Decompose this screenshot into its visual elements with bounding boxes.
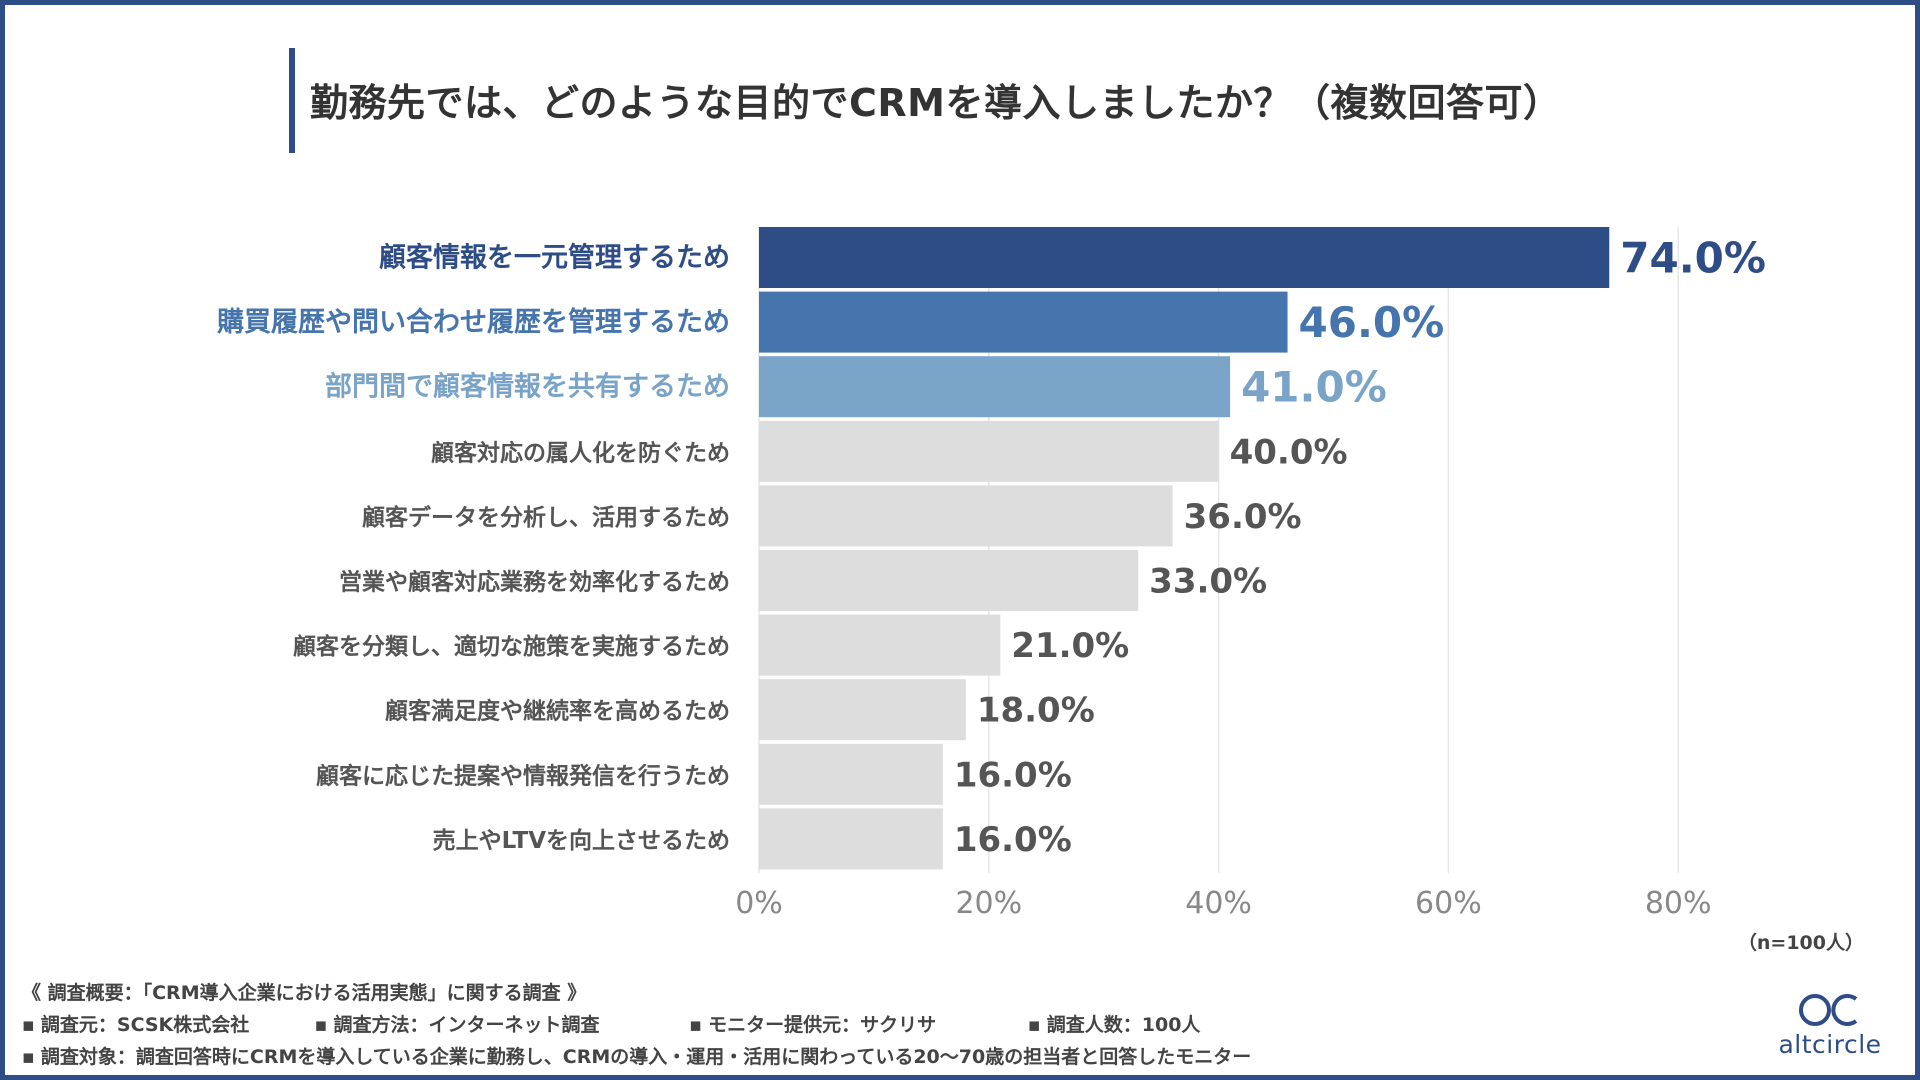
survey-target-line: 調査対象：調査回答時にCRMを導入している企業に勤務し、CRMの導入・運用・活用… xyxy=(22,1042,1251,1074)
data-label: 41.0% xyxy=(1241,363,1387,412)
category-label: 顧客情報を一元管理するため xyxy=(379,242,730,274)
survey-overview: 《 調査概要：「CRM導入企業における活用実態」に関する調査 》 xyxy=(22,982,587,1004)
data-label: 74.0% xyxy=(1620,234,1766,283)
bar xyxy=(759,227,1610,288)
data-label: 40.0% xyxy=(1230,432,1348,472)
data-label: 16.0% xyxy=(954,755,1072,795)
logo-text: altcircle xyxy=(1778,1030,1882,1059)
data-label: 18.0% xyxy=(977,691,1095,731)
survey-source: 調査元：SCSK株式会社 xyxy=(22,1010,308,1037)
data-label: 36.0% xyxy=(1184,497,1302,537)
bar xyxy=(759,356,1231,418)
survey-details: 調査元：SCSK株式会社 調査方法：インターネット調査 モニター提供元：サクリサ… xyxy=(22,1010,1251,1042)
survey-target: 調査対象：調査回答時にCRMを導入している企業に勤務し、CRMの導入・運用・活用… xyxy=(22,1042,1251,1069)
survey-footer: 《 調査概要：「CRM導入企業における活用実態」に関する調査 》 調査元：SCS… xyxy=(22,978,1251,1074)
bar xyxy=(759,614,1001,676)
bar xyxy=(759,808,943,870)
category-label: 顧客を分類し、適切な施策を実施するため xyxy=(293,633,730,660)
sample-size-note: （n=100人） xyxy=(1737,932,1864,954)
bar xyxy=(759,420,1219,482)
x-tick-label: 40% xyxy=(1185,886,1252,921)
x-tick-label: 80% xyxy=(1645,886,1712,921)
category-label: 部門間で顧客情報を共有するため xyxy=(325,371,730,403)
x-tick-label: 0% xyxy=(735,886,783,921)
altcircle-logo-icon xyxy=(1799,994,1858,1026)
title-accent-bar xyxy=(289,48,295,153)
data-label: 33.0% xyxy=(1149,562,1267,602)
chart-title: 勤務先では、どのような目的でCRMを導入しましたか？（複数回答可） xyxy=(310,81,1562,125)
category-label: 売上やLTVを向上させるため xyxy=(433,827,730,854)
bar xyxy=(759,550,1139,611)
survey-method: 調査方法：インターネット調査 xyxy=(315,1010,683,1037)
category-label: 購買履歴や問い合わせ履歴を管理するため xyxy=(217,306,730,338)
data-label: 21.0% xyxy=(1011,626,1129,666)
bar xyxy=(759,743,943,805)
survey-monitor-provider: モニター提供元：サクリサ xyxy=(689,1010,1021,1037)
category-label: 営業や顧客対応業務を効率化するため xyxy=(339,569,730,596)
bar xyxy=(759,291,1288,353)
category-label: 顧客対応の属人化を防ぐため xyxy=(431,439,730,466)
x-tick-label: 60% xyxy=(1415,886,1482,921)
survey-count: 調査人数：100人 xyxy=(1028,1010,1201,1037)
category-label: 顧客に応じた提案や情報発信を行うため xyxy=(316,762,730,789)
x-tick-label: 20% xyxy=(955,886,1022,921)
bar xyxy=(759,485,1173,547)
data-label: 16.0% xyxy=(954,820,1072,860)
category-label: 顧客データを分析し、活用するため xyxy=(362,504,730,531)
category-label: 顧客満足度や継続率を高めるため xyxy=(385,698,730,725)
altcircle-logo: altcircle xyxy=(1770,990,1890,1060)
data-label: 46.0% xyxy=(1299,298,1445,347)
bar xyxy=(759,679,966,741)
